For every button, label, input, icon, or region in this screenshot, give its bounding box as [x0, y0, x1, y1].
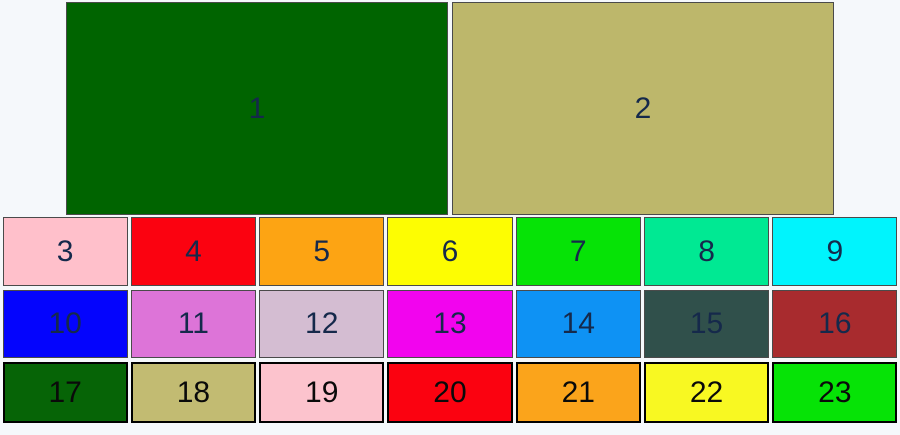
tile-12[interactable]: 12 — [259, 290, 385, 358]
tile-row-2: 3 4 5 6 7 8 9 — [0, 215, 900, 288]
tile-row-1: 1 2 — [0, 0, 900, 215]
tile-4[interactable]: 4 — [130, 217, 257, 286]
tile-20[interactable]: 20 — [387, 362, 513, 423]
tile-14[interactable]: 14 — [515, 290, 641, 358]
tile-18[interactable]: 18 — [130, 362, 257, 423]
tile-15[interactable]: 15 — [643, 290, 770, 358]
tile-21[interactable]: 21 — [515, 362, 641, 423]
tile-5[interactable]: 5 — [259, 217, 385, 286]
tile-19[interactable]: 19 — [259, 362, 385, 423]
tile-23[interactable]: 23 — [772, 362, 898, 423]
tile-9[interactable]: 9 — [772, 217, 898, 286]
tile-3[interactable]: 3 — [2, 217, 128, 286]
tile-13[interactable]: 13 — [387, 290, 513, 358]
tile-1[interactable]: 1 — [66, 2, 448, 215]
tile-row-4: 17 18 19 20 21 22 23 — [0, 360, 900, 425]
tile-7[interactable]: 7 — [515, 217, 641, 286]
tile-2[interactable]: 2 — [452, 2, 834, 215]
tile-17[interactable]: 17 — [2, 362, 128, 423]
tile-16[interactable]: 16 — [772, 290, 898, 358]
tile-22[interactable]: 22 — [643, 362, 770, 423]
tile-row-3: 10 11 12 13 14 15 16 — [0, 288, 900, 360]
tile-8[interactable]: 8 — [643, 217, 770, 286]
tile-10[interactable]: 10 — [2, 290, 128, 358]
tile-11[interactable]: 11 — [130, 290, 257, 358]
tile-6[interactable]: 6 — [387, 217, 513, 286]
